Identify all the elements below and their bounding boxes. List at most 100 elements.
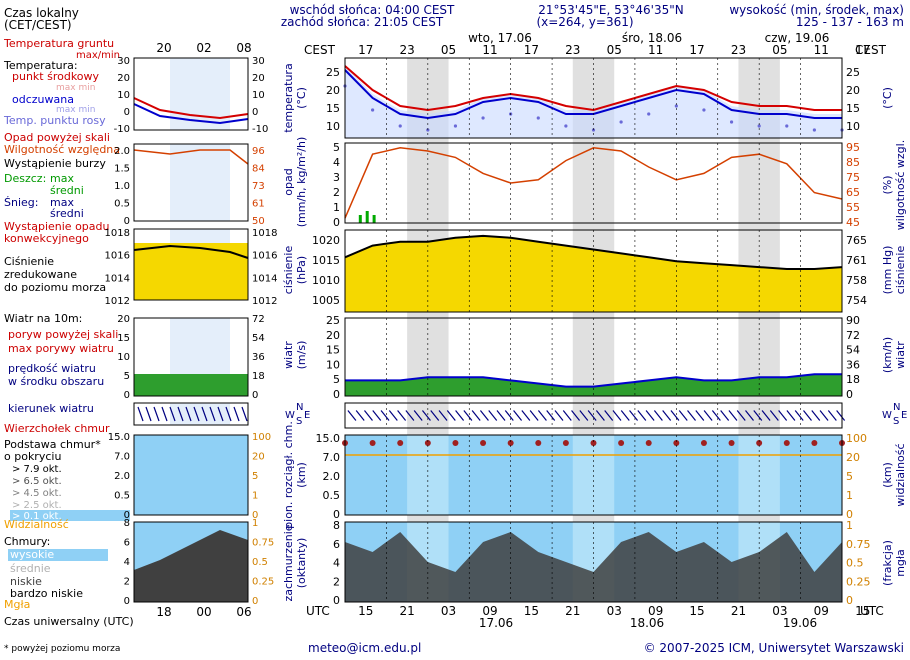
footer-email[interactable]: meteo@icm.edu.pl [308,641,421,655]
legend-vis-tick: 100 [252,432,271,443]
wind-arrow [703,410,713,421]
hour-bottom-label: 09 [482,604,497,618]
wind-arrow [604,410,614,421]
visibility-tick: 1 [846,489,853,502]
wind-arrow [421,410,431,421]
legend-felt-maxmin: max min [56,105,95,115]
temp-tick: 10 [326,120,340,133]
panel-frames [344,57,843,603]
legend-frame-hum [133,143,249,222]
hour-bottom-label: 03 [607,604,622,618]
legend-base-tick: 2.0 [114,471,130,482]
legend-wind-kmh-tick: 18 [252,371,265,382]
visibility-axis-unit: (km) [881,462,894,488]
legend-clouds-high-bg [8,549,108,561]
wind-tick: 0 [333,388,340,401]
compass-n-right: N [893,402,900,413]
precip-bar [365,211,369,223]
legend-base-tick: 15.0 [108,432,130,443]
legend-frac-tick: 0 [252,596,258,607]
pressure-axis-unit: (hPa) [295,256,308,284]
panel-frame-press [344,229,843,313]
legend-vis-tick: 5 [252,471,258,482]
wind-arrow [347,410,357,421]
wind-arrow [711,410,721,421]
wind-arrow [695,410,705,421]
legend-temp-felt: odczuwana [12,93,74,106]
footer-copyright: © 2007-2025 ICM, Uniwersytet Warszawski [644,641,904,655]
temp-tick: 25 [326,66,340,79]
legend-wind-10m: Wiatr na 10m: [4,312,82,325]
altitude-label: wysokość (min, środek, max) [729,3,904,17]
legend-base-tick: 0.5 [114,491,130,502]
legend-hour-bottom-2: 00 [196,605,211,619]
wind-axis-label: wiatr [282,341,295,369]
legend-vis-tick: 0 [252,510,258,521]
visibility-axis-label: widzialność [894,443,907,506]
wind-arrow [372,410,382,421]
cloud-axis-unit: (oktanty) [295,538,308,589]
legend-wind-speed-2: w środku obszaru [8,375,104,388]
legend-okt-5-bg [10,510,130,521]
legend-temp-tick: 0 [124,107,130,118]
legend-okt-4: > 2.5 okt. [12,500,62,511]
day-label-3: czw, 19.06 [765,31,830,45]
legend-temp-tick-right: -10 [252,124,268,135]
legend-wind-fill [134,374,248,396]
compass-e: E [304,410,310,421]
legend-frame-cloud [133,521,249,603]
precip-tick: 5 [333,141,340,154]
legend-mini-charts: 3020100-103020100-102.01.51.00.509684736… [105,56,278,607]
legend-clouds: Chmury: [4,535,50,548]
wind-axis-unit-right: (km/h) [881,337,894,373]
legend-wind-arrow [209,406,216,422]
wind-compass-right: N W S E [882,402,907,427]
pressure-axis-unit-right: (mm Hg) [881,246,894,295]
wind-axis-label-right: wiatr [894,341,907,369]
wind-tick-right: 90 [846,314,860,327]
legend-press-tick: 1018 [105,228,130,239]
wind-arrow [537,410,547,421]
wind-tick-right: 0 [846,388,853,401]
legend-wind-arrow [217,406,224,422]
base-tick: 15.0 [316,432,341,445]
panel-frame-dir [344,402,843,429]
legend-humidity: Wilgotność względna [4,143,120,156]
legend-temp-tick-right: 0 [252,107,258,118]
date-bottom-2: 18.06 [630,616,664,630]
legend-local-time: Czas lokalny [4,6,79,20]
legend-press-tick-right: 1014 [252,273,277,284]
precip-tick: 0 [333,216,340,229]
hour-top-label: 05 [607,43,622,57]
wind-arrow [794,410,804,421]
precip-axis-unit: (mm/h, kg/m²/h) [295,137,308,228]
wind-arrow [769,410,779,421]
cloud-axis-label: zachmurzenie [282,524,295,601]
legend-okt-2: > 6.5 okt. [12,476,62,487]
cloud-top-dot [700,440,707,446]
legend-temp-tick: 20 [117,73,130,84]
hour-ticks-bottom: 15 21 03 09 15 21 03 09 15 21 03 09 15 [358,604,870,618]
cloud-top-dot [673,440,680,446]
legend-soil-minmax: max/min [76,50,120,61]
wind-arrow [405,410,415,421]
cloud-tick: 2 [333,575,340,588]
base-tick: 0 [333,508,340,521]
wind-arrow [645,410,655,421]
legend-base-bg [134,435,248,515]
legend-press-tick-right: 1012 [252,296,277,307]
hour-top-label: 11 [482,43,497,57]
humidity-tick: 55 [846,201,860,214]
dew-point-dot [371,108,375,112]
humidity-axis-label: wilgotność wzgl. [894,140,907,230]
tz-top-right: CEST [855,43,887,57]
fog-tick: 0.25 [846,575,871,588]
legend-wind-tick: 20 [117,314,130,325]
legend-snow-max: max [50,196,74,209]
pressure-axis-label-right: ciśnienie [894,246,907,295]
wind-arrow [786,410,796,421]
hour-top-label: 17 [358,43,373,57]
legend-wind-tick: 15 [117,333,130,344]
hour-top-label: 05 [772,43,787,57]
cloud-tick: 0 [333,594,340,607]
